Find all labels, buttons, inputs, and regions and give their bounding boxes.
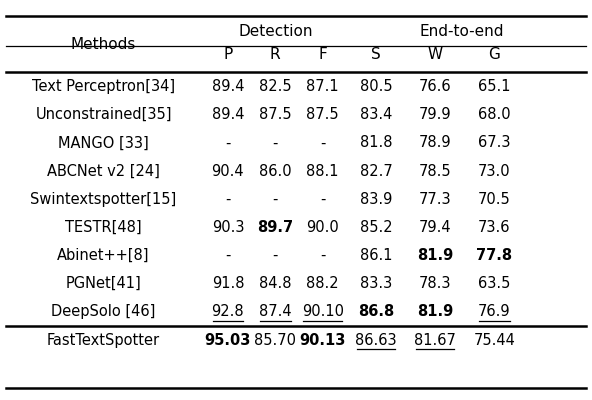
Text: 81.8: 81.8: [360, 135, 392, 150]
Text: -: -: [320, 248, 326, 263]
Text: End-to-end: End-to-end: [420, 24, 504, 39]
Text: 95.03: 95.03: [205, 332, 251, 348]
Text: Detection: Detection: [238, 24, 313, 39]
Text: 87.5: 87.5: [306, 107, 339, 122]
Text: ABCNet v2 [24]: ABCNet v2 [24]: [47, 164, 160, 178]
Text: 87.4: 87.4: [259, 304, 292, 320]
Text: 82.7: 82.7: [359, 164, 392, 178]
Text: 90.13: 90.13: [300, 332, 346, 348]
Text: 65.1: 65.1: [478, 79, 510, 94]
Text: S: S: [371, 46, 381, 62]
Text: 75.44: 75.44: [474, 332, 515, 348]
Text: 90.3: 90.3: [212, 220, 244, 235]
Text: FastTextSpotter: FastTextSpotter: [47, 332, 160, 348]
Text: 89.4: 89.4: [212, 79, 244, 94]
Text: 88.1: 88.1: [307, 164, 339, 178]
Text: 92.8: 92.8: [211, 304, 244, 320]
Text: 67.3: 67.3: [478, 135, 510, 150]
Text: 70.5: 70.5: [478, 192, 511, 207]
Text: 68.0: 68.0: [478, 107, 511, 122]
Text: -: -: [225, 135, 231, 150]
Text: 83.3: 83.3: [360, 276, 392, 291]
Text: Methods: Methods: [71, 37, 136, 52]
Text: 87.5: 87.5: [259, 107, 292, 122]
Text: 83.4: 83.4: [360, 107, 392, 122]
Text: 89.4: 89.4: [212, 107, 244, 122]
Text: 89.7: 89.7: [257, 220, 294, 235]
Text: -: -: [225, 192, 231, 207]
Text: 78.9: 78.9: [419, 135, 452, 150]
Text: 76.6: 76.6: [419, 79, 452, 94]
Text: 86.0: 86.0: [259, 164, 292, 178]
Text: 91.8: 91.8: [212, 276, 244, 291]
Text: 73.6: 73.6: [478, 220, 510, 235]
Text: 77.8: 77.8: [476, 248, 513, 263]
Text: P: P: [223, 46, 233, 62]
Text: Unconstrained[35]: Unconstrained[35]: [36, 107, 172, 122]
Text: 63.5: 63.5: [478, 276, 510, 291]
Text: -: -: [272, 192, 278, 207]
Text: Text Perceptron[34]: Text Perceptron[34]: [32, 79, 175, 94]
Text: 83.9: 83.9: [360, 192, 392, 207]
Text: 78.5: 78.5: [419, 164, 452, 178]
Text: MANGO [33]: MANGO [33]: [58, 135, 149, 150]
Text: -: -: [272, 248, 278, 263]
Text: Swintextspotter[15]: Swintextspotter[15]: [30, 192, 177, 207]
Text: 81.9: 81.9: [417, 248, 453, 263]
Text: -: -: [320, 192, 326, 207]
Text: F: F: [318, 46, 327, 62]
Text: PGNet[41]: PGNet[41]: [66, 276, 141, 291]
Text: DeepSolo [46]: DeepSolo [46]: [52, 304, 156, 320]
Text: 88.2: 88.2: [306, 276, 339, 291]
Text: 82.5: 82.5: [259, 79, 292, 94]
Text: 90.0: 90.0: [306, 220, 339, 235]
Text: 86.8: 86.8: [358, 304, 394, 320]
Text: -: -: [320, 135, 326, 150]
Text: Abinet++[8]: Abinet++[8]: [57, 248, 150, 263]
Text: 85.2: 85.2: [359, 220, 392, 235]
Text: 90.10: 90.10: [302, 304, 343, 320]
Text: W: W: [427, 46, 443, 62]
Text: 79.4: 79.4: [419, 220, 452, 235]
Text: 86.1: 86.1: [360, 248, 392, 263]
Text: 73.0: 73.0: [478, 164, 511, 178]
Text: 90.4: 90.4: [211, 164, 244, 178]
Text: -: -: [272, 135, 278, 150]
Text: 78.3: 78.3: [419, 276, 451, 291]
Text: 84.8: 84.8: [259, 276, 291, 291]
Text: TESTR[48]: TESTR[48]: [65, 220, 142, 235]
Text: 86.63: 86.63: [355, 332, 397, 348]
Text: 80.5: 80.5: [359, 79, 392, 94]
Text: 79.9: 79.9: [419, 107, 452, 122]
Text: 77.3: 77.3: [419, 192, 452, 207]
Text: 87.1: 87.1: [306, 79, 339, 94]
Text: 85.70: 85.70: [255, 332, 296, 348]
Text: 76.9: 76.9: [478, 304, 511, 320]
Text: G: G: [488, 46, 500, 62]
Text: 81.9: 81.9: [417, 304, 453, 320]
Text: R: R: [270, 46, 281, 62]
Text: -: -: [225, 248, 231, 263]
Text: 81.67: 81.67: [414, 332, 456, 348]
